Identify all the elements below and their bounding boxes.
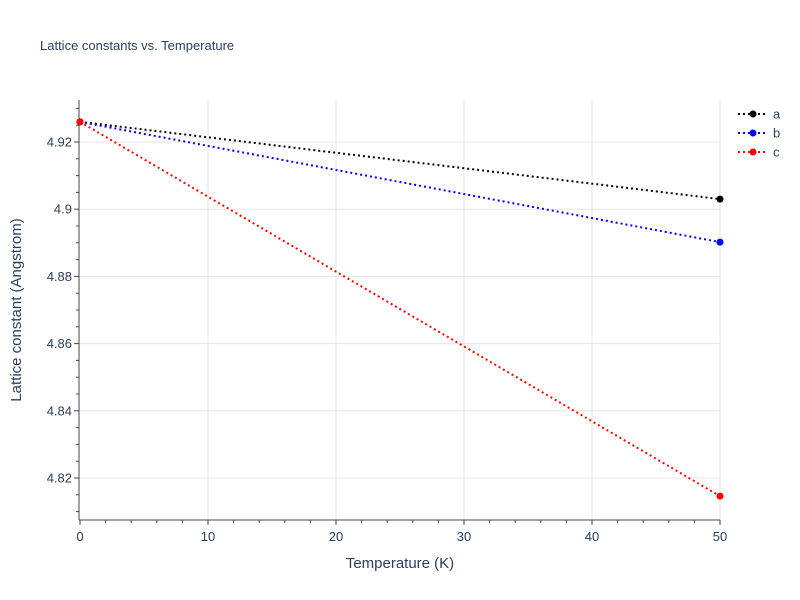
x-tick-label: 10 <box>201 529 215 544</box>
x-tick-label: 40 <box>585 529 599 544</box>
x-tick-label: 50 <box>713 529 727 544</box>
data-point-a <box>716 195 724 203</box>
series-line-c <box>79 120 721 498</box>
legend-item-b[interactable]: b <box>738 126 780 141</box>
y-tick-label: 4.9 <box>54 202 72 217</box>
legend-label-b: b <box>773 126 780 141</box>
y-tick-label: 4.84 <box>47 403 72 418</box>
legend-marker-a <box>749 110 757 118</box>
series-line-b <box>79 120 721 244</box>
x-axis-title: Temperature (K) <box>346 555 454 572</box>
tick-labels: 0 10 20 30 40 50 4.82 4.84 4.86 4.88 4.9 4.92 <box>47 135 728 545</box>
legend-label-a: a <box>773 107 781 122</box>
series-lines <box>76 118 724 500</box>
y-tick-label: 4.86 <box>47 336 72 351</box>
x-tick-label: 20 <box>329 529 343 544</box>
legend-marker-c <box>749 148 757 156</box>
legend-item-a[interactable]: a <box>738 107 781 122</box>
y-tick-label: 4.92 <box>47 135 72 150</box>
data-point-b <box>716 238 724 246</box>
data-point-c <box>716 492 724 500</box>
y-tick-label: 4.88 <box>47 269 72 284</box>
chart-title: Lattice constants vs. Temperature <box>40 38 234 53</box>
legend-marker-b <box>749 129 757 137</box>
y-tick-label: 4.82 <box>47 471 72 486</box>
x-tick-label: 30 <box>457 529 471 544</box>
axes <box>74 100 721 525</box>
x-tick-label: 0 <box>76 529 83 544</box>
data-point-c <box>76 118 84 126</box>
legend-label-c: c <box>773 145 780 160</box>
y-axis-title: Lattice constant (Angstrom) <box>8 218 25 401</box>
series-line-a <box>79 120 721 201</box>
legend-item-c[interactable]: c <box>738 145 780 160</box>
legend[interactable]: abc <box>738 107 781 160</box>
